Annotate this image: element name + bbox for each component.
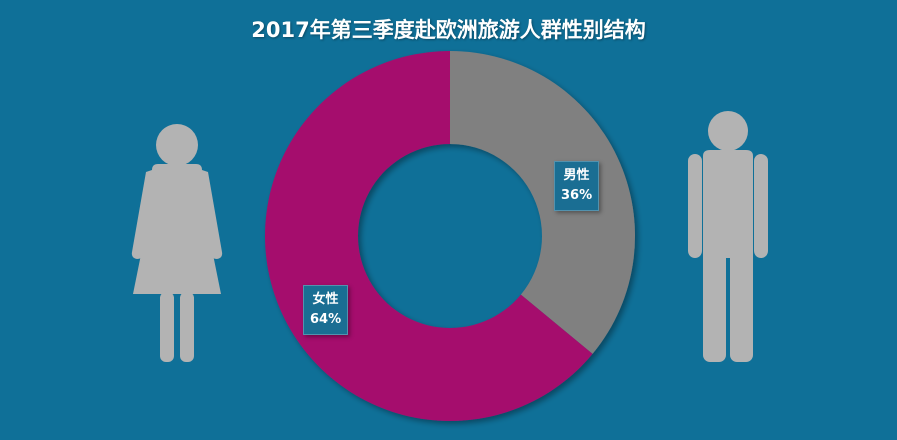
- male-value-label: 36%: [561, 188, 593, 203]
- female-value-label: 64%: [310, 312, 342, 327]
- male-figure-icon: [688, 111, 768, 362]
- female-category-label: 女性: [312, 292, 339, 307]
- male-slice: [450, 51, 635, 354]
- female-figure-icon: [131, 124, 223, 362]
- male-category-label: 男性: [563, 168, 590, 183]
- male-slice-label: 男性 36%: [554, 161, 600, 211]
- chart-title: 2017年第三季度赴欧洲旅游人群性别结构: [251, 18, 646, 42]
- female-slice-label: 女性 64%: [303, 285, 349, 335]
